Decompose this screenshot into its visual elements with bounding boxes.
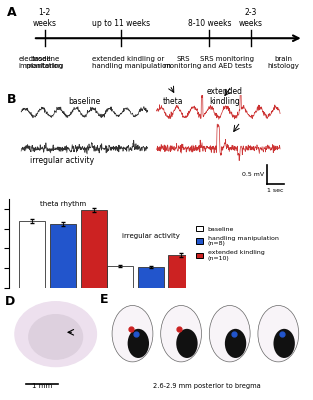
Text: irregular activity: irregular activity (122, 232, 180, 238)
Ellipse shape (225, 329, 246, 358)
Ellipse shape (15, 302, 96, 366)
Text: baseline
monitoring: baseline monitoring (26, 56, 64, 69)
Text: theta rhythm: theta rhythm (40, 201, 86, 207)
Text: irregular activity: irregular activity (30, 156, 94, 165)
Ellipse shape (29, 315, 83, 359)
Text: baseline: baseline (68, 98, 100, 106)
Text: SRS monitoring
and AED tests: SRS monitoring and AED tests (200, 56, 254, 69)
Text: SRS
monitoring: SRS monitoring (164, 56, 202, 69)
Text: 2.6-2.9 mm posterior to bregma: 2.6-2.9 mm posterior to bregma (152, 383, 260, 389)
Ellipse shape (258, 306, 299, 362)
Text: electrode
implantation: electrode implantation (18, 56, 63, 69)
Ellipse shape (176, 329, 198, 358)
Text: extended
kindling: extended kindling (206, 87, 242, 106)
Ellipse shape (128, 329, 149, 358)
Text: 8-10 weeks: 8-10 weeks (188, 19, 231, 28)
Bar (81, 210, 107, 288)
Text: up to 11 weeks: up to 11 weeks (92, 19, 150, 28)
Bar (138, 267, 164, 288)
Text: 1 sec: 1 sec (267, 188, 284, 193)
Text: B: B (7, 93, 16, 106)
Text: 0.5 mV: 0.5 mV (242, 172, 264, 177)
Ellipse shape (112, 306, 153, 362)
Bar (19, 221, 45, 288)
Bar (168, 255, 194, 288)
Bar (107, 266, 133, 288)
Text: brain
histology: brain histology (267, 56, 299, 69)
Legend: baseline, handling manipulation
(n=8), extended kindling
(n=10): baseline, handling manipulation (n=8), e… (196, 226, 279, 261)
Text: 2-3
weeks: 2-3 weeks (239, 8, 263, 28)
Text: E: E (100, 293, 108, 306)
Ellipse shape (209, 306, 250, 362)
Bar (50, 224, 76, 288)
Text: extended kindling or
handling manipulation: extended kindling or handling manipulati… (92, 56, 171, 69)
Text: 1-2
weeks: 1-2 weeks (33, 8, 57, 28)
Text: D: D (5, 295, 15, 308)
Text: A: A (7, 6, 16, 20)
Ellipse shape (274, 329, 295, 358)
Text: theta: theta (162, 98, 183, 106)
Text: 1 mm: 1 mm (32, 383, 52, 389)
Ellipse shape (161, 306, 202, 362)
